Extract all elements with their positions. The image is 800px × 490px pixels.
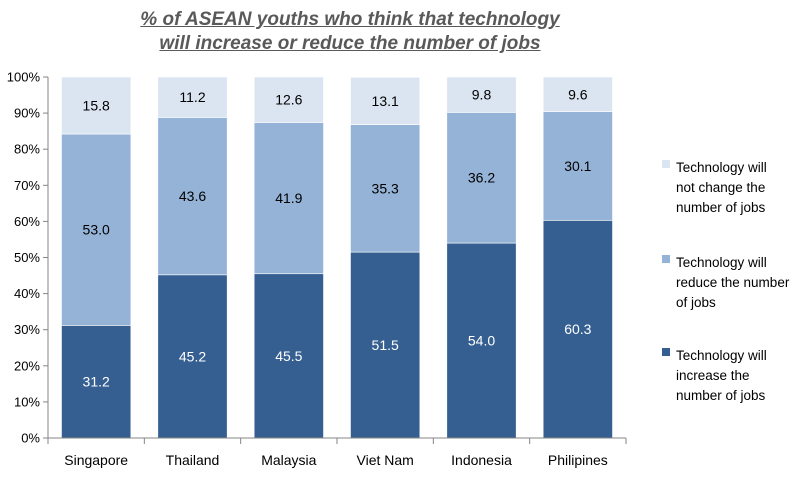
data-label: 15.8 <box>83 98 110 114</box>
bar-segment <box>61 325 132 439</box>
bar-segment <box>350 251 421 439</box>
bar-segment <box>446 76 517 113</box>
data-label: 12.6 <box>275 92 302 108</box>
x-tick-label: Philipines <box>548 452 608 468</box>
data-label: 45.5 <box>275 348 302 364</box>
data-label: 9.8 <box>472 87 492 103</box>
bar-segment <box>446 242 517 439</box>
data-label: 41.9 <box>275 190 302 206</box>
bar-segment <box>542 220 613 439</box>
data-label: 54.0 <box>468 333 495 349</box>
legend-label: reduce the number <box>676 275 790 290</box>
data-label: 53.0 <box>83 222 110 238</box>
legend-label: number of jobs <box>676 388 766 403</box>
legend-label: Technology will <box>676 160 767 175</box>
bar-segment <box>61 133 132 326</box>
bar-segment <box>157 274 228 439</box>
y-tick-label: 10% <box>14 394 40 409</box>
y-tick-label: 40% <box>14 286 40 301</box>
y-tick-label: 90% <box>14 106 40 121</box>
bar-segment <box>157 117 228 276</box>
y-tick-label: 70% <box>14 178 40 193</box>
chart-title-line-1: % of ASEAN youths who think that technol… <box>140 9 560 30</box>
legend-label: Technology will <box>676 255 767 270</box>
bar-segment <box>350 77 421 125</box>
data-label: 60.3 <box>564 321 591 337</box>
bar-segment <box>542 111 613 221</box>
x-tick-label: Thailand <box>166 452 220 468</box>
bar-segment <box>253 273 324 439</box>
chart-title: % of ASEAN youths who think that technol… <box>0 8 700 56</box>
y-tick-label: 20% <box>14 358 40 373</box>
bar-segment <box>61 76 132 135</box>
x-tick-label: Malaysia <box>261 452 316 468</box>
y-tick-label: 100% <box>7 70 41 85</box>
y-tick-label: 60% <box>14 214 40 229</box>
x-tick-label: Singapore <box>64 452 128 468</box>
x-tick-label: Viet Nam <box>357 452 414 468</box>
legend-label: number of jobs <box>676 200 766 215</box>
bar-segment <box>350 124 421 253</box>
bar-segment <box>446 112 517 244</box>
y-tick-label: 80% <box>14 142 40 157</box>
legend-label: of jobs <box>676 295 716 310</box>
data-label: 30.1 <box>564 158 591 174</box>
data-label: 36.2 <box>468 170 495 186</box>
data-label: 35.3 <box>372 180 399 196</box>
legend-label: not change the <box>676 180 765 195</box>
data-label: 13.1 <box>372 93 399 109</box>
data-label: 9.6 <box>568 86 588 102</box>
x-tick-label: Indonesia <box>451 452 512 468</box>
bar-segment <box>253 122 324 275</box>
legend-swatch <box>662 348 670 356</box>
legend-swatch <box>662 160 670 168</box>
bar-segment <box>253 76 324 123</box>
data-label: 11.2 <box>179 89 205 105</box>
bar-segment <box>157 76 228 118</box>
legend-label: Technology will <box>676 348 767 363</box>
y-tick-label: 30% <box>14 322 40 337</box>
data-label: 51.5 <box>372 337 399 353</box>
data-label: 31.2 <box>83 374 110 390</box>
legend-swatch <box>662 255 670 263</box>
chart-title-line-2: will increase or reduce the number of jo… <box>159 33 541 54</box>
y-tick-label: 50% <box>14 250 40 265</box>
data-label: 43.6 <box>179 188 206 204</box>
legend-label: increase the <box>676 368 750 383</box>
data-label: 45.2 <box>179 348 206 364</box>
y-tick-label: 0% <box>21 431 40 446</box>
bar-segment <box>542 76 613 112</box>
